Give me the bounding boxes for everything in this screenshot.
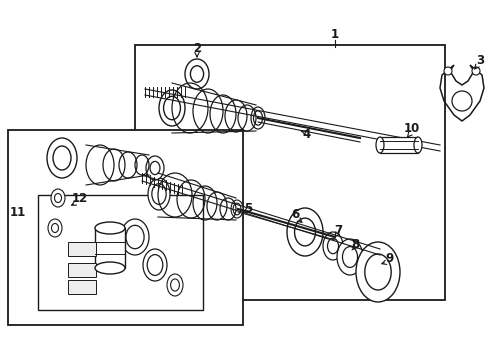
Ellipse shape (95, 262, 125, 274)
Ellipse shape (51, 189, 65, 207)
Ellipse shape (323, 232, 342, 260)
Bar (95, 228, 125, 268)
Ellipse shape (294, 218, 315, 246)
Ellipse shape (190, 66, 203, 82)
Ellipse shape (250, 107, 264, 129)
Text: 3: 3 (475, 54, 483, 67)
Bar (8, 130, 243, 325)
Ellipse shape (121, 219, 149, 255)
Ellipse shape (150, 161, 160, 175)
Text: 8: 8 (350, 238, 358, 251)
Ellipse shape (286, 208, 323, 256)
Ellipse shape (146, 156, 163, 180)
Ellipse shape (95, 222, 125, 234)
Ellipse shape (47, 138, 77, 178)
Text: 2: 2 (193, 41, 201, 54)
Text: 5: 5 (244, 202, 252, 215)
Ellipse shape (163, 96, 180, 120)
Text: 4: 4 (302, 129, 310, 141)
Ellipse shape (413, 137, 421, 153)
Ellipse shape (142, 249, 167, 281)
Ellipse shape (53, 146, 71, 170)
Ellipse shape (233, 203, 241, 215)
Text: 1: 1 (330, 28, 338, 41)
Bar (68, 280, 96, 294)
Ellipse shape (253, 111, 262, 125)
Ellipse shape (147, 255, 163, 275)
Ellipse shape (184, 59, 208, 89)
Text: 9: 9 (385, 252, 393, 265)
Text: 7: 7 (333, 224, 342, 237)
Ellipse shape (152, 184, 166, 204)
Bar (135, 45, 444, 300)
Text: 6: 6 (290, 208, 299, 221)
Bar (379, 137, 417, 153)
Ellipse shape (48, 219, 62, 237)
Ellipse shape (159, 90, 184, 126)
Ellipse shape (230, 200, 243, 218)
Bar (38, 195, 203, 310)
Circle shape (443, 67, 451, 75)
Text: 11: 11 (10, 207, 26, 220)
Ellipse shape (148, 178, 170, 210)
Circle shape (471, 67, 479, 75)
Ellipse shape (364, 254, 390, 290)
Bar (68, 263, 96, 277)
Ellipse shape (342, 247, 357, 267)
Text: 12: 12 (72, 192, 88, 204)
Text: 10: 10 (403, 122, 419, 135)
Ellipse shape (167, 274, 183, 296)
Ellipse shape (327, 238, 338, 254)
Ellipse shape (125, 225, 144, 249)
Bar (68, 242, 96, 256)
Ellipse shape (336, 239, 362, 275)
Ellipse shape (375, 137, 383, 153)
Ellipse shape (170, 279, 179, 291)
Ellipse shape (54, 194, 61, 202)
Ellipse shape (51, 224, 59, 233)
Ellipse shape (355, 242, 399, 302)
